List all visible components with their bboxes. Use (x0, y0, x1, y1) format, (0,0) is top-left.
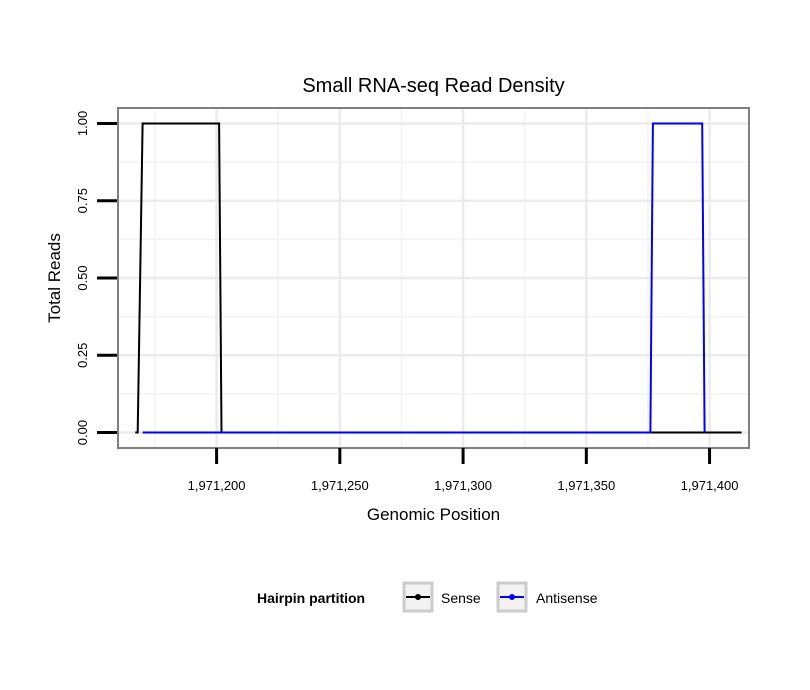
series-lines (135, 122, 742, 434)
y-tick-label: 0.00 (75, 420, 90, 445)
y-axis: 0.00 0.25 0.50 0.75 1.00 (75, 111, 117, 445)
series-line-antisense (142, 122, 706, 434)
x-tick-label: 1,971,300 (434, 478, 492, 493)
legend-label-sense: Sense (441, 590, 481, 606)
x-axis: 1,971,200 1,971,250 1,971,300 1,971,350 1,97… (188, 448, 739, 493)
x-tick-label: 1,971,250 (311, 478, 369, 493)
x-tick-label: 1,971,350 (557, 478, 615, 493)
y-axis-title: Total Reads (45, 233, 64, 323)
y-tick-label: 0.50 (75, 265, 90, 290)
x-tick-label: 1,971,400 (681, 478, 739, 493)
plot-panel-border (117, 107, 750, 449)
legend-key-point (415, 594, 421, 600)
x-tick-label: 1,971,200 (188, 478, 246, 493)
legend-key-point (509, 594, 515, 600)
legend-label-antisense: Antisense (536, 590, 598, 606)
y-tick-label: 1.00 (75, 111, 90, 136)
x-axis-title: Genomic Position (367, 505, 500, 524)
y-tick-label: 0.25 (75, 343, 90, 368)
y-tick-label: 0.75 (75, 188, 90, 213)
legend-title: Hairpin partition (257, 590, 365, 606)
chart-title: Small RNA-seq Read Density (302, 75, 564, 97)
legend: Hairpin partition Sense Antisense (257, 581, 598, 613)
